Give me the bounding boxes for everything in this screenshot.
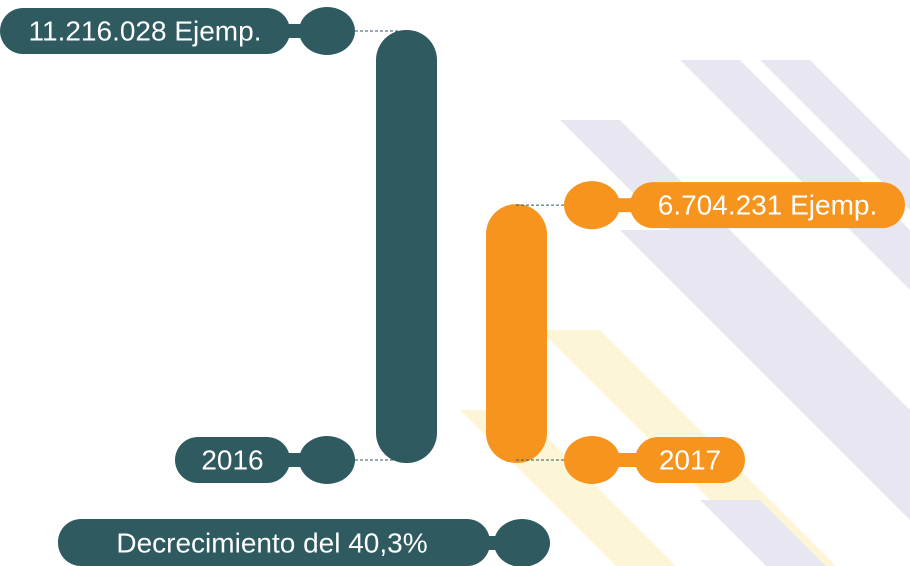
bubble [299,7,355,55]
label: 11.216.028 Ejemp. [29,16,262,47]
label: 6.704.231 Ejemp. [658,190,878,221]
bar [486,204,547,463]
bubble [494,519,550,566]
bubble [299,436,355,484]
bubble [564,181,620,230]
label-pill [630,182,905,229]
annotation: Decrecimiento del 40,3% [116,528,427,559]
label-pill [635,437,745,483]
label: 2017 [659,445,721,476]
bar [376,30,437,463]
annotation-callout: Decrecimiento del 40,3% [58,519,550,566]
label: 2016 [201,445,263,476]
bubble [564,436,620,484]
label-pill [0,8,290,54]
label-pill [175,437,290,483]
annotation-pill [58,519,490,566]
